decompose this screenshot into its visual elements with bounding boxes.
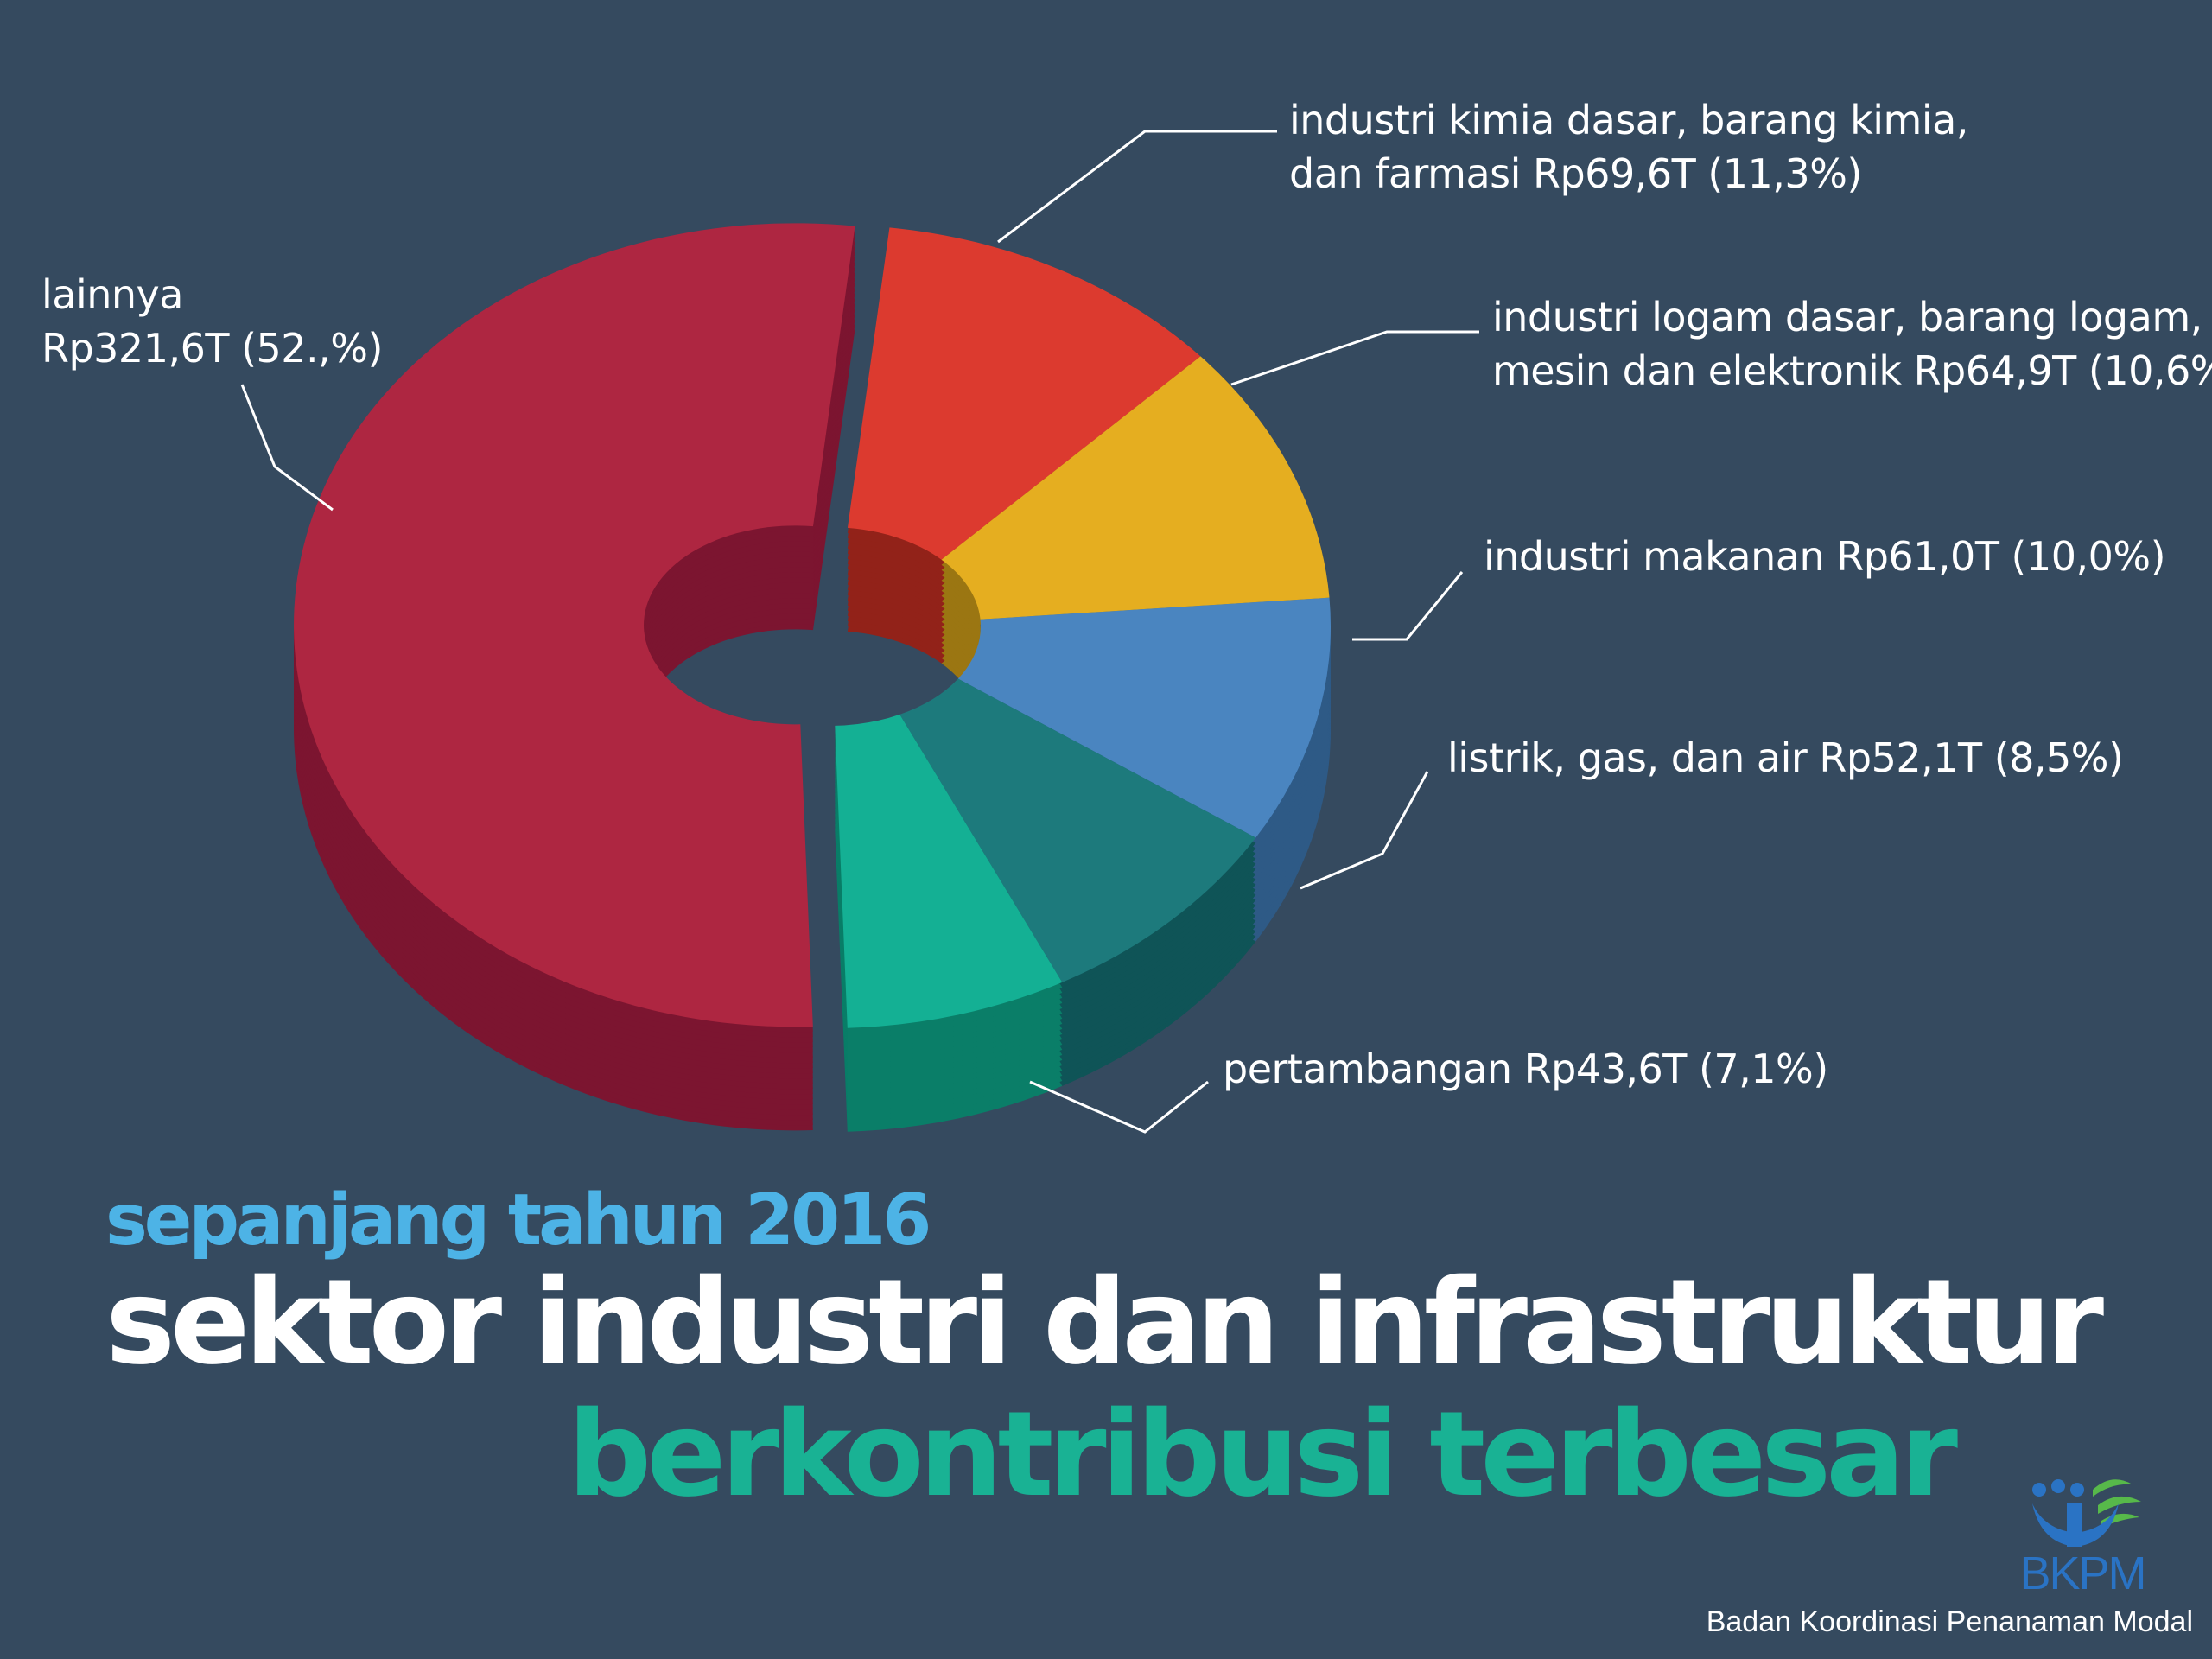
slice-label-pertambangan: pertambangan Rp43,6T (7,1%) bbox=[1223, 1042, 1828, 1096]
slice-label-lainnya: lainnya Rp321,6T (52.,%) bbox=[41, 268, 383, 375]
slice-label-line1: listrik, gas, dan air Rp52,1T (8,5%) bbox=[1447, 734, 2124, 781]
slice-label-line2: Rp321,6T (52.,%) bbox=[41, 325, 383, 372]
logo-dot-1 bbox=[2032, 1483, 2046, 1497]
logo-stem bbox=[2067, 1503, 2082, 1547]
slice-label-line1: industri kimia dasar, barang kimia, bbox=[1289, 97, 1968, 143]
slice-label-line1: lainnya bbox=[41, 271, 183, 318]
logo-wordmark: BKPM bbox=[2019, 1548, 2146, 1599]
slice-lainnya bbox=[294, 223, 855, 1027]
slice-label-line2: mesin dan elektronik Rp64,9T (10,6%) bbox=[1492, 347, 2212, 394]
slice-label-line1: pertambangan Rp43,6T (7,1%) bbox=[1223, 1046, 1828, 1092]
slice-pertambangan bbox=[835, 714, 1063, 1028]
slice-label-listrik: listrik, gas, dan air Rp52,1T (8,5%) bbox=[1447, 731, 2124, 785]
slice-listrik bbox=[899, 678, 1256, 982]
leader-line-kimia bbox=[997, 130, 1277, 244]
slice-label-logam: industri logam dasar, barang logam, mesi… bbox=[1492, 290, 2212, 397]
leader-line-listrik bbox=[1300, 771, 1429, 890]
slice-makanan bbox=[957, 597, 1331, 838]
slice-kimia bbox=[847, 227, 1201, 560]
subtitle-year: sepanjang tahun 2016 bbox=[105, 1179, 931, 1262]
slice-label-line2: dan farmasi Rp69,6T (11,3%) bbox=[1289, 150, 1862, 197]
main-title: sektor industri dan infrastruktur bbox=[105, 1255, 2104, 1391]
chart-top-layer bbox=[294, 223, 1331, 1028]
logo-leaf-1 bbox=[2093, 1479, 2133, 1497]
slice-label-line1: industri makanan Rp61,0T (10,0%) bbox=[1484, 533, 2166, 580]
accent-title: berkontribusi terbesar bbox=[567, 1387, 1958, 1523]
agency-name: Badan Koordinasi Penanaman Modal bbox=[1706, 1605, 2193, 1638]
slice-logam bbox=[941, 356, 1330, 620]
slice-label-kimia: industri kimia dasar, barang kimia, dan … bbox=[1289, 93, 1968, 200]
leader-line-logam bbox=[1230, 330, 1479, 386]
bkpm-logo-icon bbox=[2032, 1479, 2141, 1547]
slice-label-makanan: industri makanan Rp61,0T (10,0%) bbox=[1484, 530, 2166, 583]
chart-leader-lines bbox=[240, 130, 1479, 1134]
leader-line-lainnya bbox=[240, 384, 334, 512]
logo-leaf-2 bbox=[2098, 1496, 2141, 1514]
logo-dot-2 bbox=[2051, 1479, 2065, 1493]
logo-dot-3 bbox=[2070, 1483, 2084, 1497]
slice-label-line1: industri logam dasar, barang logam, bbox=[1492, 294, 2202, 340]
logo-body bbox=[2032, 1503, 2119, 1547]
leader-line-pertambangan bbox=[1029, 1080, 1209, 1134]
leader-line-makanan bbox=[1352, 571, 1464, 641]
